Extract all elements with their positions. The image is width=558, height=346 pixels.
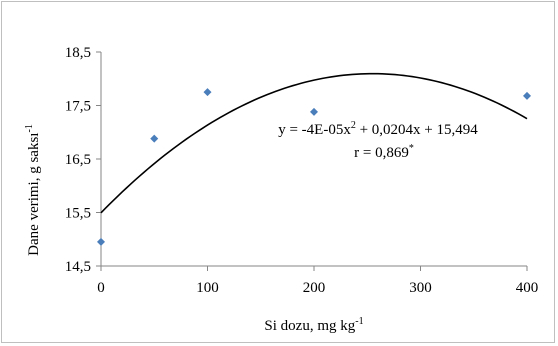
x-axis-title-main: Si dozu, mg kg [264, 318, 355, 334]
data-point [203, 88, 212, 97]
trendline-equation: y = -4E-05x2 + 0,0204x + 15,494 [278, 120, 478, 138]
y-tick-label: 15,5 [65, 206, 91, 222]
x-tick-label: 300 [409, 280, 432, 296]
x-tick-label: 200 [303, 280, 326, 296]
x-tick-label: 0 [97, 280, 105, 296]
y-axis-title: Dane verimi, g saksı-1 [24, 124, 42, 256]
r-label-main: r = 0,869 [354, 145, 409, 161]
x-axis-title-sup: -1 [355, 316, 363, 327]
data-point [150, 134, 159, 143]
data-point [523, 91, 531, 100]
y-axis-title-sup: -1 [24, 124, 35, 132]
axes [96, 51, 528, 271]
x-tick-label: 400 [516, 280, 539, 296]
x-axis-title: Si dozu, mg kg-1 [264, 316, 363, 334]
r-label-sup: * [409, 143, 414, 154]
y-tick-label: 16,5 [65, 152, 91, 168]
equation-post: + 0,0204x + 15,494 [356, 122, 478, 138]
equation-pre: y = -4E-05x [278, 122, 351, 138]
y-tick-label: 18,5 [65, 45, 91, 61]
y-tick-label: 17,5 [65, 99, 91, 115]
tick-labels: 14,5 15,5 16,5 17,5 18,5 0 100 200 300 400 [65, 45, 539, 296]
data-point [97, 237, 105, 246]
x-tick-label: 100 [196, 280, 219, 296]
data-point [310, 107, 318, 116]
y-tick-label: 14,5 [65, 259, 91, 275]
data-points [97, 88, 531, 246]
trendline [100, 72, 528, 214]
correlation-label: r = 0,869* [354, 143, 414, 161]
equation-sup: 2 [351, 120, 356, 131]
y-axis-title-main: Dane verimi, g saksı [26, 133, 42, 256]
trendline-group [100, 72, 528, 214]
